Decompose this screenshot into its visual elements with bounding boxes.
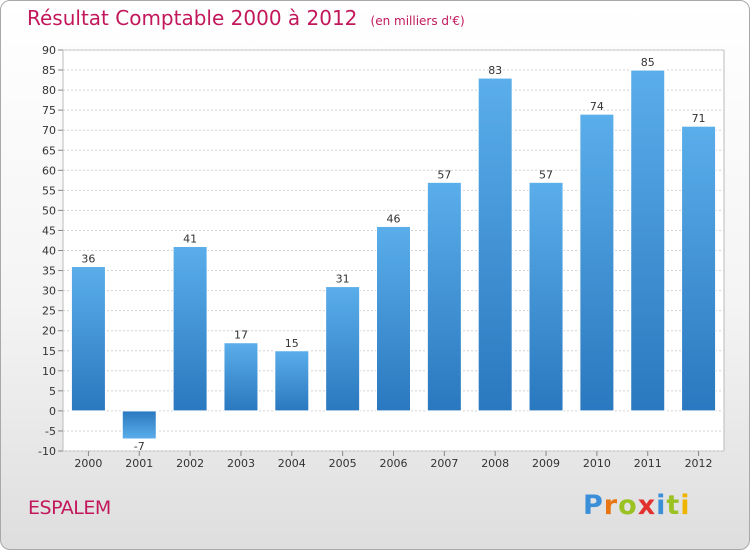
x-tick-label: 2005 (329, 457, 357, 470)
title-row: Résultat Comptable 2000 à 2012 (en milli… (27, 6, 465, 30)
y-axis-ticks: -10 -5 0 5 10 15 20 25 30 35 40 45 50 55 60 65 70 75 80 85 9… (38, 44, 63, 458)
bar (681, 125, 717, 412)
bar-value-label: 74 (590, 100, 604, 113)
logo-letter: r (603, 490, 619, 521)
bar (579, 113, 615, 412)
logo-letter: t (666, 490, 681, 521)
proxiti-logo: Proxiti (583, 490, 691, 521)
bar (172, 245, 208, 412)
x-tick-label: 2012 (685, 457, 713, 470)
bar (426, 181, 462, 412)
bars (70, 69, 717, 440)
y-tick-label: 0 (49, 405, 56, 418)
x-tick-label: 2004 (278, 457, 306, 470)
y-tick-label: 65 (42, 144, 56, 157)
x-tick-label: 2010 (583, 457, 611, 470)
y-tick-label: 75 (42, 104, 56, 117)
logo-letter: P (583, 490, 604, 521)
bar-value-label: 41 (183, 232, 197, 245)
y-tick-label: 45 (42, 224, 56, 237)
y-tick-label: -10 (38, 445, 56, 458)
y-tick-label: 5 (49, 385, 56, 398)
y-tick-label: 55 (42, 184, 56, 197)
logo-letter: o (618, 490, 638, 521)
commune-name: ESPALEM (28, 497, 111, 519)
bar (630, 69, 666, 412)
y-tick-label: 15 (42, 345, 56, 358)
logo-letter: x (637, 490, 657, 521)
bar (223, 342, 259, 412)
bar-value-label: 83 (488, 64, 502, 77)
bar-labels: 36 -7 41 17 15 31 46 57 83 57 74 85 71 (81, 56, 705, 453)
y-tick-label: 40 (42, 245, 56, 258)
bar-value-label: 85 (641, 56, 655, 69)
y-tick-label: 10 (42, 365, 56, 378)
y-tick-label: 25 (42, 305, 56, 318)
x-tick-label: 2006 (380, 457, 408, 470)
x-tick-label: 2007 (430, 457, 458, 470)
bar (325, 286, 361, 412)
logo-letter: i (680, 490, 691, 521)
y-tick-label: 60 (42, 164, 56, 177)
bar-value-label: 46 (387, 212, 401, 225)
x-tick-label: 2000 (74, 457, 102, 470)
bar-value-label: 31 (336, 273, 350, 286)
x-tick-label: 2003 (227, 457, 255, 470)
bar (528, 181, 564, 412)
y-tick-label: 20 (42, 325, 56, 338)
bar (121, 410, 157, 440)
x-axis-ticks: 2000 2001 2002 2003 2004 2005 2006 2007 2008 2009… (74, 451, 713, 470)
chart-subtitle: (en milliers d'€) (370, 14, 465, 28)
bar-value-label: 57 (437, 168, 451, 181)
y-tick-label: 90 (42, 44, 56, 57)
bar (477, 77, 513, 412)
logo-letter: i (656, 490, 667, 521)
bar-value-label: -7 (134, 440, 145, 453)
bar-value-label: 57 (539, 168, 553, 181)
y-tick-label: 80 (42, 84, 56, 97)
x-tick-label: 2001 (125, 457, 153, 470)
y-tick-label: 70 (42, 124, 56, 137)
chart-title: Résultat Comptable 2000 à 2012 (27, 6, 358, 30)
bar-value-label: 36 (81, 253, 95, 266)
y-tick-label: 85 (42, 64, 56, 77)
bar (274, 350, 310, 412)
y-tick-label: 35 (42, 265, 56, 278)
bar-value-label: 71 (692, 112, 706, 125)
bar-value-label: 15 (285, 337, 299, 350)
x-tick-label: 2008 (481, 457, 509, 470)
x-tick-label: 2011 (634, 457, 662, 470)
bar-value-label: 17 (234, 329, 248, 342)
bar (376, 225, 411, 412)
x-tick-label: 2009 (532, 457, 560, 470)
y-tick-label: 30 (42, 285, 56, 298)
y-tick-label: -5 (45, 425, 56, 438)
x-tick-label: 2002 (176, 457, 204, 470)
y-tick-label: 50 (42, 204, 56, 217)
bar (70, 266, 106, 412)
